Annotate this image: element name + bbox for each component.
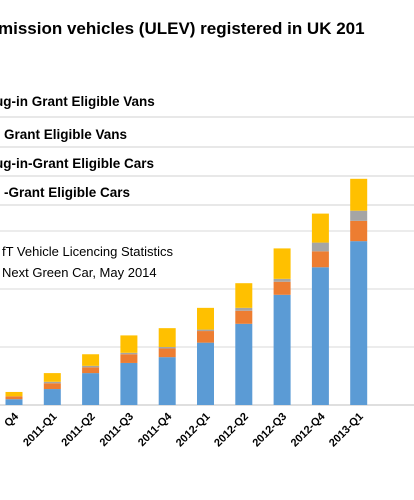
bar-segment	[120, 354, 138, 363]
source-note: Next Green Car, May 2014	[2, 265, 157, 280]
legend-entry: Grant Eligible Vans	[4, 127, 127, 142]
bar-segment	[82, 367, 100, 374]
bar-segment	[197, 342, 214, 405]
legend-entry: ug-in Grant Eligible Vans	[0, 94, 155, 109]
bar-segment	[82, 373, 100, 405]
bar-segment	[120, 362, 138, 405]
bar-segment	[311, 213, 329, 243]
bars	[5, 178, 368, 405]
bar-segment	[273, 248, 291, 279]
bar-segment	[350, 241, 368, 405]
bar-segment	[43, 383, 61, 390]
bar-segment	[273, 281, 291, 295]
bar-segment	[273, 278, 291, 282]
bar-segment	[158, 347, 176, 349]
source-note: fT Vehicle Licencing Statistics	[2, 244, 174, 259]
bar-segment	[197, 331, 214, 343]
bar-segment	[350, 178, 368, 211]
bar-segment	[82, 354, 100, 366]
legend-entry: ug-in-Grant Eligible Cars	[0, 156, 154, 171]
bar-segment	[158, 328, 176, 347]
bar-segment	[235, 310, 253, 324]
bar-segment	[82, 365, 100, 368]
bar-segment	[350, 220, 368, 242]
chart-title: mission vehicles (ULEV) registered in UK…	[0, 19, 365, 38]
bar-segment	[43, 381, 61, 384]
bar-segment	[273, 294, 291, 405]
bar-segment	[235, 323, 253, 405]
bar-segment	[235, 283, 253, 308]
bar-segment	[311, 242, 329, 252]
bar-segment	[43, 373, 61, 382]
bar-segment	[158, 357, 176, 405]
bar-segment	[5, 391, 23, 397]
bar-segment	[350, 210, 368, 221]
bar-segment	[120, 352, 138, 355]
bar-segment	[197, 307, 214, 330]
bar-segment	[311, 267, 329, 405]
bar-segment	[235, 307, 253, 311]
legend-entry: -Grant Eligible Cars	[4, 185, 130, 200]
bar-segment	[120, 335, 138, 353]
bar-segment	[43, 389, 61, 405]
bar-segment	[5, 399, 23, 405]
bar-segment	[158, 348, 176, 358]
bar-segment	[197, 329, 214, 332]
bar-segment	[311, 251, 329, 268]
bar-segment	[5, 396, 23, 400]
